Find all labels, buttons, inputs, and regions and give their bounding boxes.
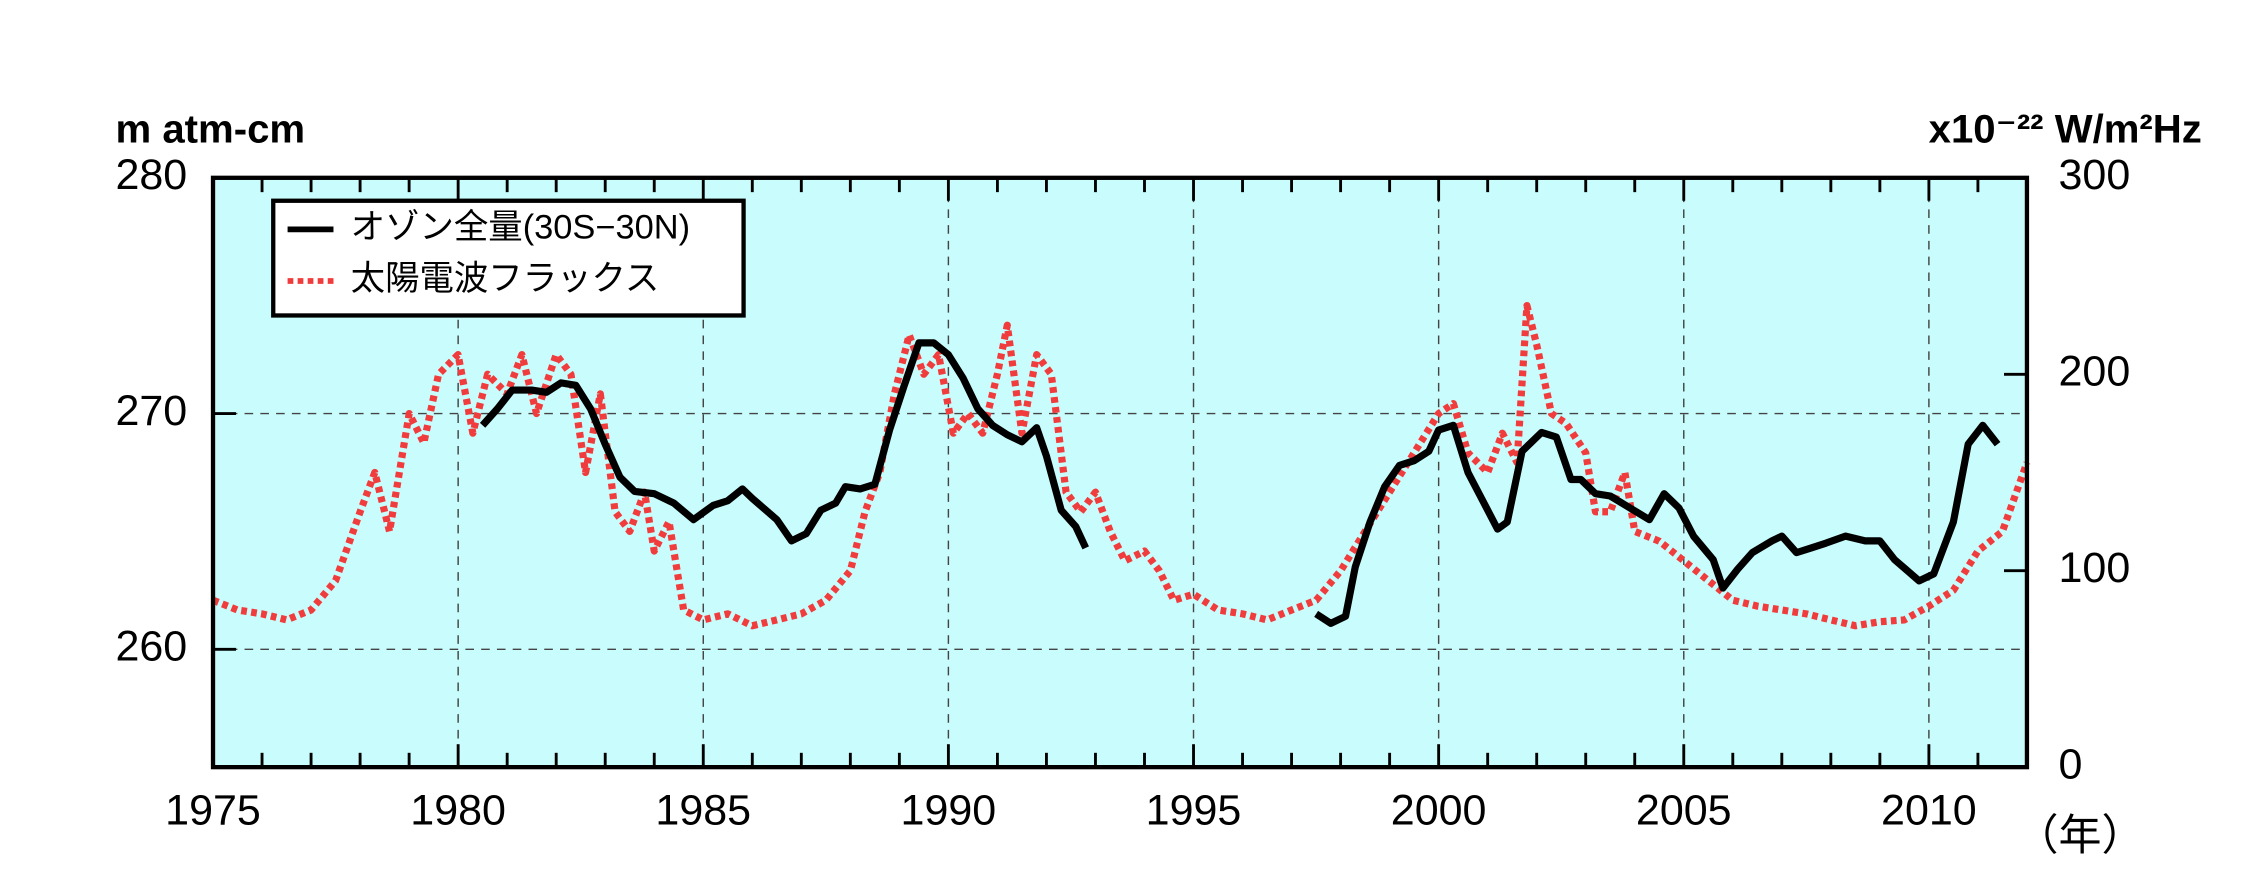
legend-text: 太陽電波フラックス: [351, 260, 660, 298]
y2-tick-label: 100: [2058, 544, 2130, 592]
y-tick-label: 260: [115, 623, 187, 671]
x-tick-label: 1995: [1146, 786, 1242, 834]
legend-text: オゾン全量(30S−30N): [351, 209, 690, 247]
x-tick-label: 1985: [655, 786, 751, 834]
x-unit: （年）: [2015, 812, 2144, 860]
x-tick-label: 1990: [901, 786, 997, 834]
y2-tick-label: 0: [2058, 741, 2082, 789]
plot-frame: [210, 175, 2030, 770]
y-tick-label: 270: [115, 387, 187, 435]
series-line: [211, 301, 2031, 630]
y2-tick-label: 200: [2058, 348, 2130, 396]
x-tick-label: 2010: [1881, 786, 1977, 834]
series-line: [479, 339, 2001, 627]
x-tick-label: 2000: [1391, 786, 1487, 834]
legend-box: [271, 198, 746, 318]
y-tick-label: 280: [115, 151, 187, 199]
x-tick-label: 1975: [165, 786, 261, 834]
y2-axis-label: x10⁻²² W/m²Hz: [1929, 107, 2202, 152]
x-tick-label: 1980: [410, 786, 506, 834]
legend: オゾン全量(30S−30N) 太陽電波フラックス: [271, 198, 746, 318]
y-axis-label: m atm-cm: [116, 107, 306, 152]
x-tick-label: 2005: [1636, 786, 1732, 834]
y2-tick-label: 300: [2058, 151, 2130, 199]
